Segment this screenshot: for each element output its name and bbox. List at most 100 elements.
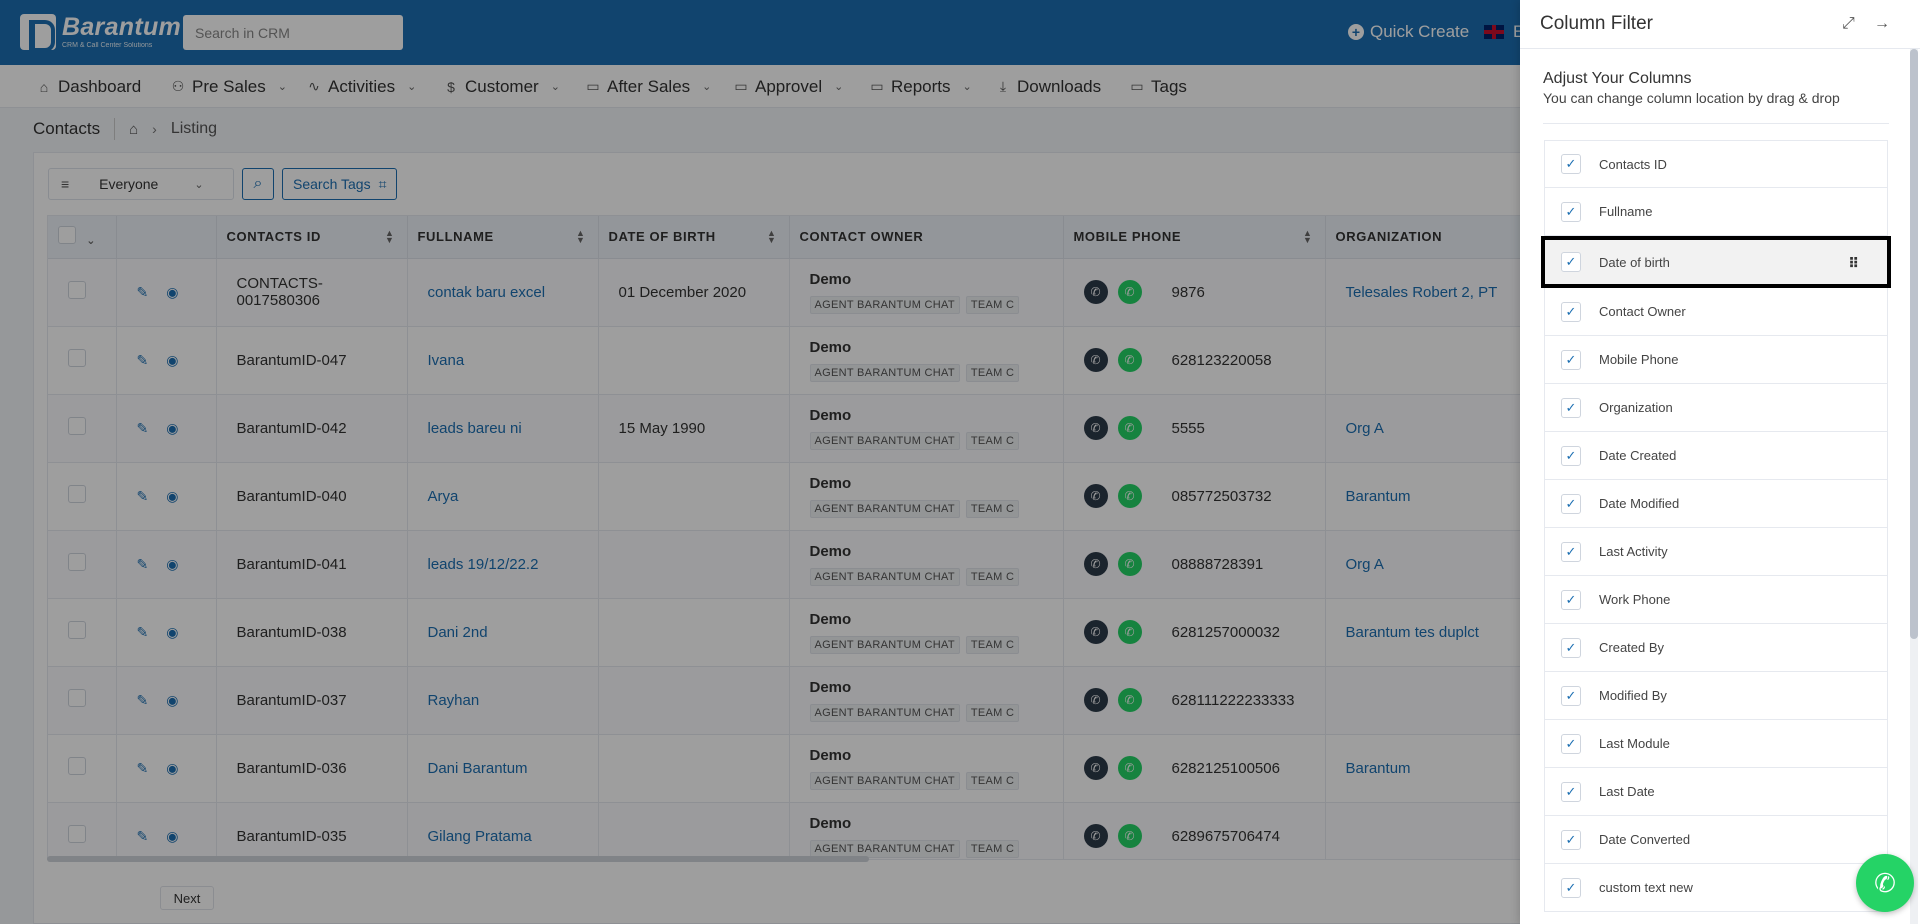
row-checkbox[interactable] <box>68 757 86 775</box>
column-filter-item[interactable]: ✓ Date Converted <box>1544 816 1888 864</box>
table-row[interactable]: ✎ ◉ BarantumID-042 leads bareu ni 15 May 199… <box>48 394 1546 463</box>
nav-approvel[interactable]: ▭ Approvel ⌄ <box>733 65 843 108</box>
fullname-cell[interactable]: contak baru excel <box>407 258 599 327</box>
nav-pre-sales[interactable]: ⚇ Pre Sales ⌄ <box>170 65 287 108</box>
organization-link[interactable]: Barantum <box>1345 759 1411 777</box>
fullname-cell[interactable]: Dani 2nd <box>407 598 599 667</box>
column-checkbox[interactable]: ✓ <box>1561 397 1581 418</box>
row-checkbox[interactable] <box>68 621 86 639</box>
fullname-link[interactable]: Dani 2nd <box>427 623 488 641</box>
column-checkbox[interactable]: ✓ <box>1561 589 1581 610</box>
fullname-link[interactable]: Ivana <box>427 351 465 369</box>
view-icon[interactable]: ◉ <box>166 283 179 300</box>
edit-icon[interactable]: ✎ <box>136 351 149 368</box>
column-checkbox[interactable]: ✓ <box>1561 301 1581 322</box>
organization-link[interactable]: Telesales Robert 2, PT <box>1345 283 1498 301</box>
row-checkbox[interactable] <box>68 281 86 299</box>
organization-cell[interactable]: Barantum <box>1325 462 1546 531</box>
fullname-cell[interactable]: Ivana <box>407 326 599 395</box>
table-row[interactable]: ✎ ◉ CONTACTS-0017580306 contak baru excel 01… <box>48 258 1546 327</box>
nav-downloads[interactable]: ⤓ Downloads <box>995 65 1101 108</box>
phone-call-icon[interactable]: ✆ <box>1083 688 1108 712</box>
organization-cell[interactable]: Telesales Robert 2, PT <box>1325 258 1546 327</box>
column-header-contacts-id[interactable]: CONTACTS ID ▲ ▼ <box>216 216 408 259</box>
table-row[interactable]: ✎ ◉ BarantumID-035 Gilang Pratama Demo AGENT … <box>48 802 1546 859</box>
nav-activities[interactable]: ∿ Activities ⌄ <box>306 65 416 108</box>
column-filter-item[interactable]: ✓ Created By <box>1544 624 1888 672</box>
column-filter-item[interactable]: ✓ Modified By <box>1544 672 1888 720</box>
column-checkbox[interactable]: ✓ <box>1561 252 1581 272</box>
search-button[interactable]: ⌕ <box>242 168 274 200</box>
whatsapp-icon[interactable]: ✆ <box>1117 484 1142 508</box>
sort-icon[interactable]: ▲ ▼ <box>1302 228 1313 245</box>
fullname-link[interactable]: Arya <box>427 487 459 505</box>
quick-create-button[interactable]: + Quick Create <box>1348 22 1469 42</box>
column-checkbox[interactable]: ✓ <box>1561 877 1581 898</box>
column-checkbox[interactable]: ✓ <box>1561 493 1581 514</box>
table-row[interactable]: ✎ ◉ BarantumID-037 Rayhan Demo AGENT BARANTUM… <box>48 666 1546 735</box>
edit-icon[interactable]: ✎ <box>136 827 149 844</box>
column-header-organization[interactable]: ORGANIZATION▲▼ <box>1325 216 1546 259</box>
edit-icon[interactable]: ✎ <box>136 487 149 504</box>
whatsapp-icon[interactable]: ✆ <box>1117 348 1142 372</box>
column-checkbox[interactable]: ✓ <box>1561 829 1581 850</box>
column-filter-item[interactable]: ✓ Last Module <box>1544 720 1888 768</box>
language-label[interactable]: E <box>1513 22 1525 41</box>
edit-icon[interactable]: ✎ <box>136 419 149 436</box>
horizontal-scrollbar[interactable] <box>47 856 869 862</box>
column-checkbox[interactable]: ✓ <box>1561 781 1581 802</box>
view-icon[interactable]: ◉ <box>166 759 179 776</box>
whatsapp-icon[interactable]: ✆ <box>1117 552 1142 576</box>
phone-call-icon[interactable]: ✆ <box>1083 484 1108 508</box>
chevron-down-icon[interactable]: ⌄ <box>86 235 97 248</box>
view-icon[interactable]: ◉ <box>166 351 179 368</box>
table-row[interactable]: ✎ ◉ BarantumID-047 Ivana Demo AGENT BARANTUM … <box>48 326 1546 395</box>
table-row[interactable]: ✎ ◉ BarantumID-040 Arya Demo AGENT BARANTUM C… <box>48 462 1546 531</box>
column-checkbox[interactable]: ✓ <box>1561 154 1581 174</box>
select-all-header[interactable]: ⌄ <box>48 216 117 259</box>
whatsapp-icon[interactable]: ✆ <box>1117 824 1142 848</box>
close-arrow-icon[interactable]: → <box>1874 15 1890 32</box>
row-select-cell[interactable] <box>48 462 117 531</box>
organization-cell[interactable]: Org A <box>1325 394 1546 463</box>
column-checkbox[interactable]: ✓ <box>1561 541 1581 562</box>
column-filter-item[interactable]: ✓ Contact Owner <box>1544 288 1888 336</box>
phone-call-icon[interactable]: ✆ <box>1083 552 1108 576</box>
row-checkbox[interactable] <box>68 689 86 707</box>
next-page-button[interactable]: Next <box>160 886 214 910</box>
nav-tags[interactable]: ▭ Tags <box>1129 65 1187 108</box>
organization-cell[interactable] <box>1325 802 1546 859</box>
whatsapp-icon[interactable]: ✆ <box>1117 756 1142 780</box>
fullname-link[interactable]: contak baru excel <box>427 283 546 301</box>
column-header-mobile-phone[interactable]: MOBILE PHONE ▲ ▼ <box>1063 216 1326 259</box>
row-checkbox[interactable] <box>68 417 86 435</box>
phone-call-icon[interactable]: ✆ <box>1083 348 1108 372</box>
nav-dashboard[interactable]: ⌂ Dashboard <box>36 65 141 108</box>
fullname-link[interactable]: Gilang Pratama <box>427 827 532 845</box>
nav-after-sales[interactable]: ▭ After Sales ⌄ <box>585 65 711 108</box>
row-checkbox[interactable] <box>68 485 86 503</box>
drag-handle-icon[interactable]: ⠿ <box>1848 255 1859 271</box>
column-filter-item[interactable]: ✓ Last Date <box>1544 768 1888 816</box>
phone-call-icon[interactable]: ✆ <box>1083 280 1108 304</box>
whatsapp-icon[interactable]: ✆ <box>1117 688 1142 712</box>
organization-link[interactable]: Barantum tes duplct <box>1345 623 1479 641</box>
crm-search-input[interactable]: Search in CRM <box>183 15 403 50</box>
table-row[interactable]: ✎ ◉ BarantumID-038 Dani 2nd Demo AGENT BARANT… <box>48 598 1546 667</box>
edit-icon[interactable]: ✎ <box>136 691 149 708</box>
fullname-cell[interactable]: Dani Barantum <box>407 734 599 803</box>
column-filter-item[interactable]: ✓ Fullname <box>1544 188 1888 236</box>
organization-cell[interactable]: Barantum <box>1325 734 1546 803</box>
column-filter-item[interactable]: ✓ Date Created <box>1544 432 1888 480</box>
phone-call-icon[interactable]: ✆ <box>1083 824 1108 848</box>
column-checkbox[interactable]: ✓ <box>1561 349 1581 370</box>
whatsapp-icon[interactable]: ✆ <box>1117 280 1142 304</box>
row-select-cell[interactable] <box>48 258 117 327</box>
column-filter-item[interactable]: ✓ Last Activity <box>1544 528 1888 576</box>
logo[interactable]: Barantum CRM & Call Center Solutions <box>20 14 181 52</box>
sort-icon[interactable]: ▲ ▼ <box>384 228 395 245</box>
edit-icon[interactable]: ✎ <box>136 283 149 300</box>
fullname-link[interactable]: Rayhan <box>427 691 480 709</box>
sort-icon[interactable]: ▲ ▼ <box>575 228 586 245</box>
panel-scrollbar-thumb[interactable] <box>1910 49 1918 639</box>
